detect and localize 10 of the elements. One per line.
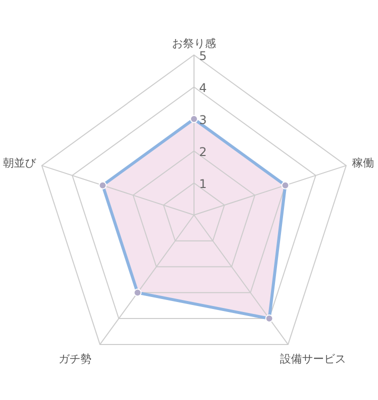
spoke-label: ガチ勢 <box>58 352 92 366</box>
y-tick-label: 3 <box>199 113 207 127</box>
y-tick-label: 1 <box>199 177 207 191</box>
spoke-label: 設備サービス <box>280 352 346 366</box>
spoke-label: 朝並び <box>3 156 38 170</box>
spoke-label: お祭り感 <box>172 37 216 50</box>
y-tick-label: 5 <box>199 49 207 63</box>
spoke-label: 稼働 <box>352 156 374 170</box>
y-tick-label: 2 <box>199 145 207 159</box>
y-tick-label: 4 <box>199 81 207 95</box>
